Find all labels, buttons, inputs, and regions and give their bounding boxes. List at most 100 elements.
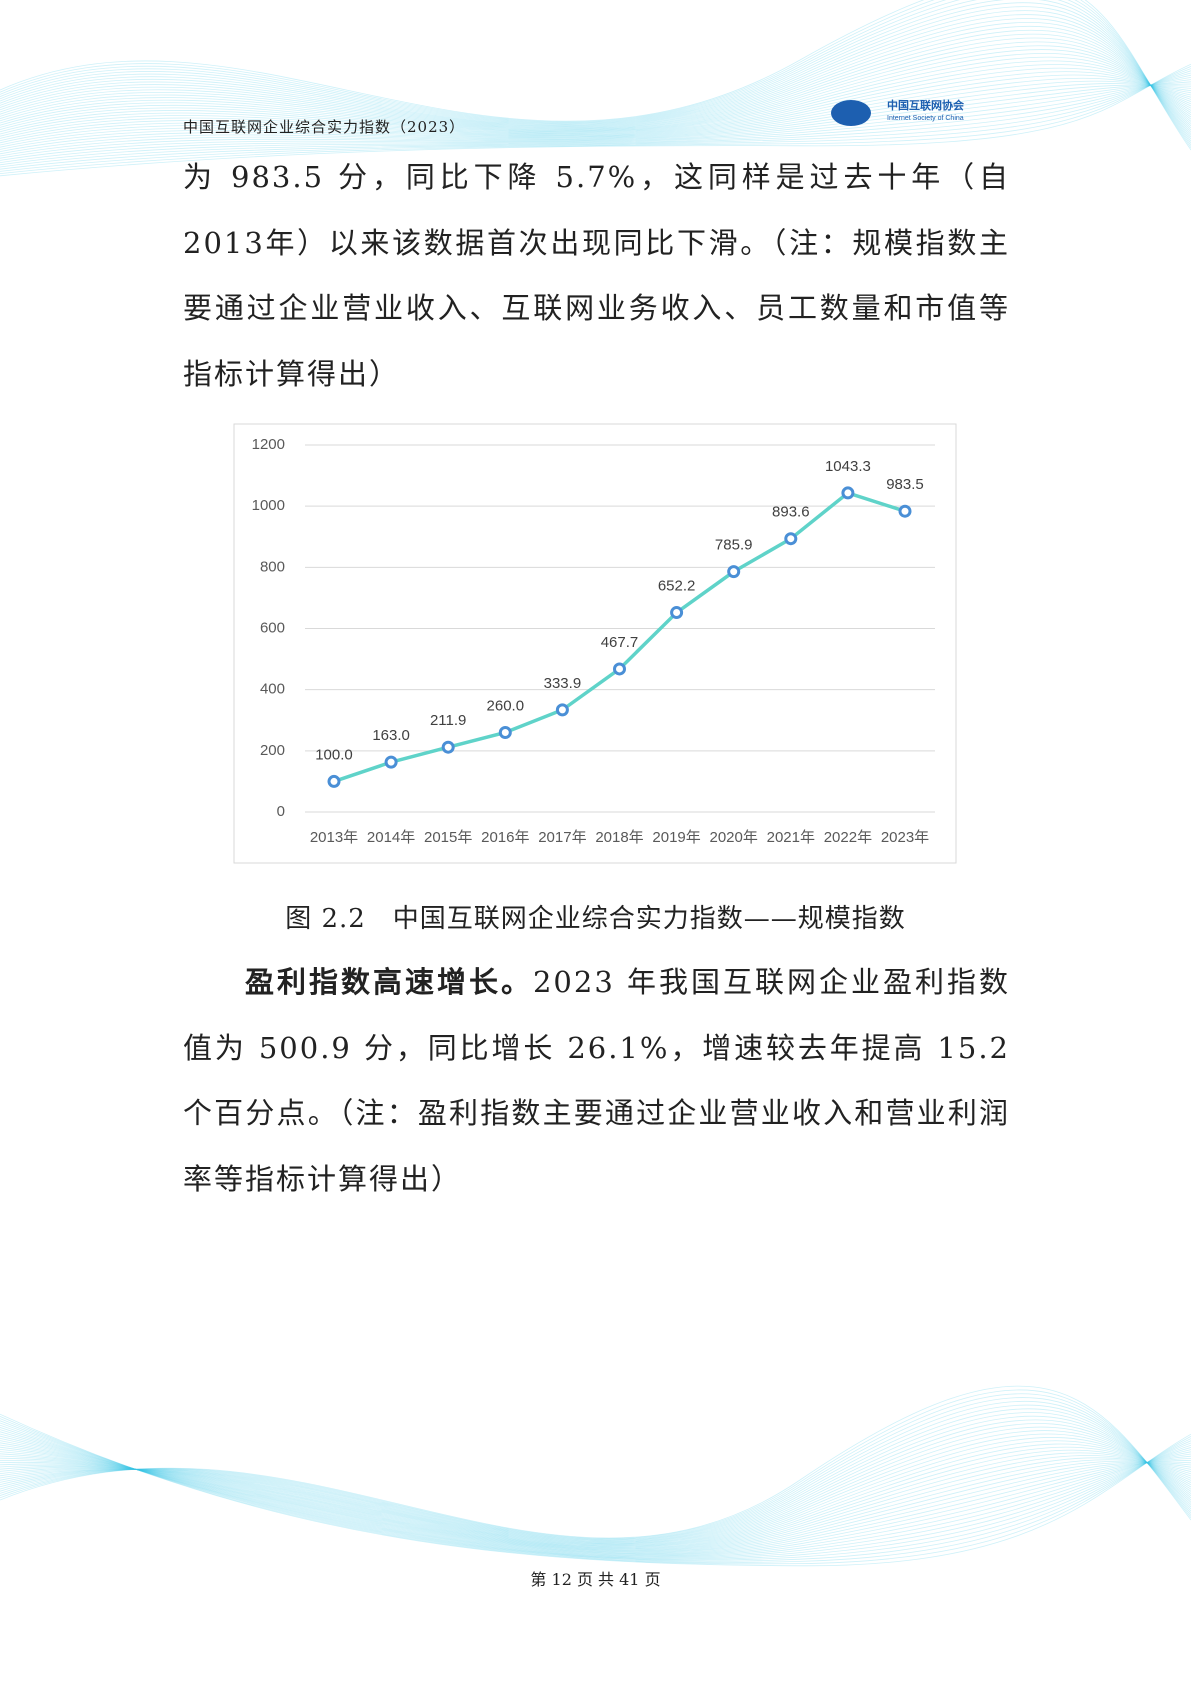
- data-point: [841, 486, 855, 500]
- wave-line: [0, 0, 1191, 144]
- wave-line: [0, 60, 1191, 137]
- data-point: [327, 774, 341, 788]
- data-point: [898, 504, 912, 518]
- wave-line: [0, 1423, 1191, 1545]
- y-tick-label: 800: [260, 558, 285, 575]
- data-label: 1043.3: [825, 458, 871, 475]
- wave-line: [0, 1401, 1191, 1541]
- wave-line: [0, 1412, 1191, 1543]
- wave-line: [0, 67, 1191, 141]
- wave-line: [0, 52, 1191, 134]
- wave-line: [0, 1435, 1191, 1557]
- y-tick-label: 600: [260, 619, 285, 636]
- wave-line: [0, 1438, 1191, 1556]
- wave-line: [0, 6, 1191, 135]
- wave-line: [0, 1446, 1191, 1553]
- paragraph: 盈利指数高速增长。2023 年我国互联网企业盈利指数值为 500.9 分，同比增…: [183, 950, 1010, 1212]
- page-footer: 第 12 页 共 41 页: [530, 1570, 661, 1589]
- x-tick-label: 2021年: [767, 829, 815, 846]
- wave-line: [0, 84, 1191, 155]
- wave-line: [0, 0, 1191, 142]
- decorative-waves: [0, 0, 1191, 1567]
- wave-line: [0, 77, 1191, 163]
- wave-line: [0, 63, 1191, 177]
- y-tick-label: 1200: [252, 436, 285, 453]
- wave-line: [0, 83, 1191, 157]
- logo-icon: [831, 100, 871, 126]
- wave-line: [0, 72, 1191, 168]
- chart-frame: [233, 423, 957, 864]
- data-label: 333.9: [544, 675, 582, 692]
- data-point: [784, 532, 798, 546]
- wave-line: [0, 33, 1191, 131]
- x-tick-label: 2013年: [310, 829, 358, 846]
- x-tick-label: 2019年: [652, 829, 700, 846]
- wave-line: [0, 1451, 1191, 1552]
- x-tick-label: 2020年: [710, 829, 758, 846]
- data-point: [670, 606, 684, 620]
- wave-line: [0, 80, 1191, 150]
- wave-line: [0, 1415, 1191, 1543]
- wave-line: [0, 1431, 1191, 1558]
- data-label: 652.2: [658, 578, 696, 595]
- wave-line: [0, 1449, 1191, 1553]
- data-point: [384, 755, 398, 769]
- wave-line: [0, 1444, 1191, 1554]
- wave-line: [0, 1437, 1191, 1547]
- wave-line: [0, 1440, 1191, 1555]
- wave-line: [0, 1427, 1191, 1560]
- wave-line: [0, 1430, 1191, 1546]
- y-tick-label: 400: [260, 681, 285, 698]
- wave-line: [0, 1455, 1191, 1551]
- logo-en: Internet Society of China: [887, 115, 964, 122]
- wave-line: [0, 0, 1191, 146]
- wave-line: [0, 41, 1191, 133]
- wave-line: [0, 1442, 1191, 1555]
- wave-line: [0, 29, 1191, 131]
- paragraph: 为 983.5 分，同比下降 5.7%，这同样是过去十年（自 2013年）以来该…: [183, 160, 1010, 391]
- wave-line: [0, 1429, 1191, 1559]
- wave-line: [0, 1408, 1191, 1542]
- wave-line: [0, 1440, 1191, 1548]
- wave-line: [0, 1404, 1191, 1542]
- data-label: 785.9: [715, 537, 753, 554]
- header-title: 中国互联网企业综合实力指数（2023）: [183, 118, 466, 136]
- wave-line: [0, 1424, 1191, 1560]
- x-tick-label: 2018年: [595, 829, 643, 846]
- paragraph-lead: 盈利指数高速增长。: [245, 965, 533, 999]
- wave-line: [0, 64, 1191, 139]
- wave-line: [0, 56, 1191, 135]
- wave-line: [0, 1453, 1191, 1551]
- wave-line: [0, 49, 1191, 134]
- wave-line: [0, 14, 1191, 131]
- x-tick-label: 2015年: [424, 829, 472, 846]
- wave-line: [0, 1433, 1191, 1546]
- wave-line: [0, 0, 1191, 149]
- paragraph-text: 2023 年我国互联网企业盈利指数值为 500.9 分，同比增长 26.1%，增…: [183, 965, 1010, 1196]
- wave-line: [0, 1452, 1191, 1550]
- wave-line: [0, 70, 1191, 170]
- x-tick-label: 2023年: [881, 829, 929, 846]
- x-tick-label: 2016年: [481, 829, 529, 846]
- wave-line: [0, 66, 1191, 174]
- wave-line: [0, 37, 1191, 132]
- data-label: 211.9: [430, 712, 466, 729]
- wave-line: [0, 1397, 1191, 1541]
- wave-line: [0, 83, 1191, 152]
- wave-line: [0, 1420, 1191, 1562]
- wave-line: [0, 68, 1191, 172]
- data-point: [498, 725, 512, 739]
- figure-caption: 图 2.2 中国互联网企业综合实力指数——规模指数: [285, 904, 906, 934]
- wave-line: [0, 18, 1191, 129]
- wave-line: [0, 1443, 1191, 1548]
- y-tick-label: 0: [277, 803, 285, 820]
- y-tick-label: 200: [260, 742, 285, 759]
- wave-line: [0, 79, 1191, 161]
- x-tick-label: 2022年: [824, 829, 872, 846]
- wave-line: [0, 1433, 1191, 1557]
- wave-line: [0, 1418, 1191, 1563]
- wave-line: [0, 74, 1191, 166]
- wave-line: [0, 1413, 1191, 1567]
- data-label: 163.0: [372, 727, 410, 744]
